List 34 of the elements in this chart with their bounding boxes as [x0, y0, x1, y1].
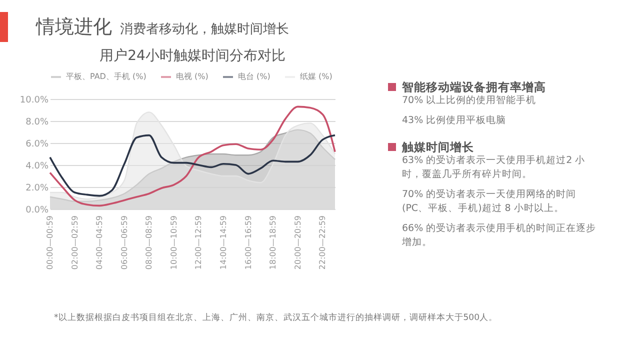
y-tick-label: 2.0%	[26, 184, 49, 194]
x-tick-label: 04:00—04:59	[95, 216, 104, 270]
y-tick-label: 4.0%	[26, 162, 49, 172]
x-tick-label: 14:00—14:59	[218, 216, 228, 270]
x-tick-label: 06:00—06:59	[120, 216, 129, 270]
y-tick-label: 8.0%	[26, 118, 49, 128]
text: 70% 的受访者表示一天使用网络的时间(PC、平板、手机)超过 8 小时以上。	[402, 188, 578, 216]
text: *以上数据根据白皮书项目组在北京、上海、广州、南京、武汉五个城市进行的抽样调研，调研样本大于500人。	[54, 312, 498, 324]
x-tick-label: 20:00—20:59	[293, 216, 302, 270]
legend-label: 纸媒 (%)	[300, 72, 332, 81]
legend-label: 平板、PAD、手机 (%)	[66, 72, 146, 81]
y-tick-label: 0.0%	[26, 206, 49, 216]
text: 智能移动端设备拥有率增高	[402, 80, 547, 94]
x-tick-label: 18:00—18:59	[268, 216, 278, 270]
text: 情境进化	[36, 16, 112, 38]
x-tick-label: 16:00—16:59	[244, 216, 253, 270]
chart-title: 用户24小时触媒时间分布对比	[100, 48, 286, 64]
text: 66% 的受访者表示使用手机的时间正在逐步增加。	[402, 222, 598, 250]
x-tick-label: 00:00—00:59	[46, 216, 54, 270]
y-tick-label: 6.0%	[26, 140, 49, 150]
line-series	[49, 134, 336, 197]
x-tick-label: 22:00—22:59	[318, 216, 328, 270]
legend-label: 电视 (%)	[176, 72, 208, 81]
text: 触媒时间增长	[402, 140, 475, 154]
text: 63% 的受访者表示一天使用手机超过2 小时，覆盖几乎所有碎片时间。	[402, 154, 586, 182]
text: 消费者移动化，触媒时间增长	[120, 22, 289, 37]
legend-label: 电台 (%)	[238, 72, 270, 81]
x-tick-label: 02:00—02:59	[70, 216, 80, 270]
x-tick-label: 12:00—12:59	[194, 216, 204, 270]
text: 70% 以上比例的使用智能手机	[402, 94, 538, 108]
text: 43% 比例使用平板电脑	[402, 114, 508, 128]
x-tick-label: 10:00—10:59	[169, 216, 178, 270]
x-tick-label: 08:00—08:59	[144, 216, 154, 270]
y-tick-label: 10.0%	[20, 96, 49, 106]
